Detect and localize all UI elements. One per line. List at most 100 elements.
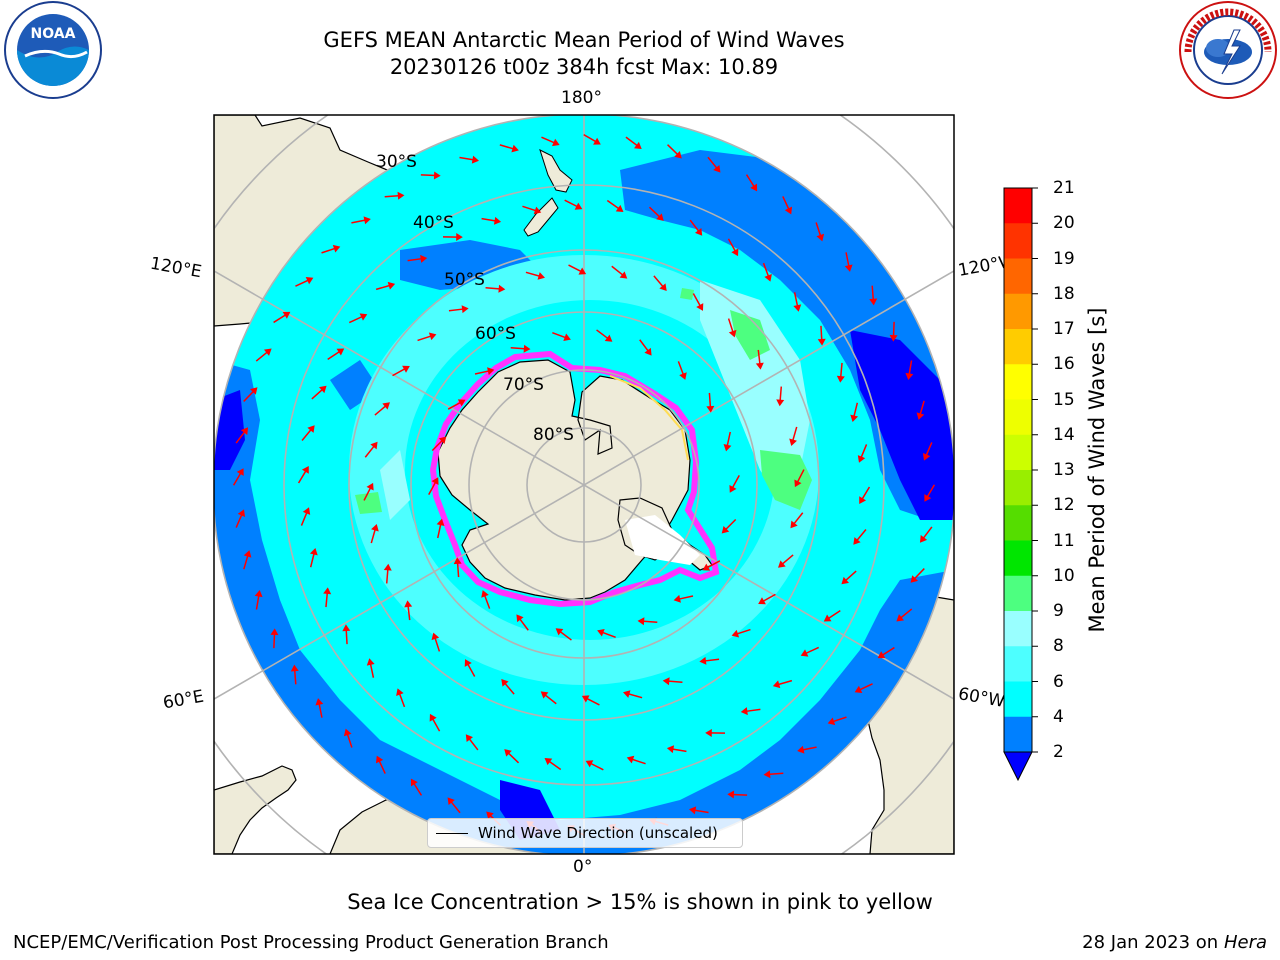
wind-wave-arrow-shaft — [705, 560, 721, 569]
wind-wave-arrow-head — [728, 329, 737, 338]
wind-wave-arrow-head — [402, 365, 410, 373]
wind-wave-arrow-head — [877, 651, 886, 659]
wind-wave-arrow-shaft — [761, 593, 776, 603]
wind-wave-arrow-head — [270, 628, 279, 636]
wind-wave-arrow-shaft — [606, 199, 621, 211]
colorbar-segment — [1004, 258, 1032, 295]
wind-wave-arrow-shaft — [880, 646, 895, 657]
wind-wave-arrow-head — [758, 597, 766, 605]
noaa-logo-icon: NOAA — [4, 1, 102, 99]
wind-wave-arrow-head — [552, 138, 560, 147]
legend-line-icon — [436, 832, 468, 834]
colorbar-segment — [1004, 223, 1032, 259]
wind-wave-arrow-head — [581, 695, 590, 703]
wind-wave-arrow-shaft — [625, 136, 639, 147]
wind-wave-arrow-shaft — [707, 156, 719, 170]
wind-wave-arrow-shaft — [522, 205, 538, 212]
wind-wave-arrow-shaft — [922, 526, 933, 540]
wind-wave-arrow-head — [236, 468, 244, 476]
wind-wave-arrow-shaft — [727, 238, 737, 253]
wind-wave-arrow-head — [371, 524, 379, 532]
wind-wave-arrow-head — [910, 575, 919, 583]
wind-wave-arrow-shaft — [543, 693, 557, 705]
wind-wave-arrow-head — [309, 548, 318, 556]
wind-wave-arrow-shaft — [541, 136, 556, 144]
wind-wave-arrow-shaft — [827, 610, 841, 620]
wind-wave-arrow-shaft — [483, 593, 491, 609]
wind-wave-arrow-head — [498, 284, 506, 293]
colorbar-segment — [1004, 293, 1032, 330]
wind-wave-arrow-shaft — [845, 252, 850, 268]
wind-wave-arrow-shaft — [369, 662, 375, 678]
colorbar-tick-label: 10 — [1053, 565, 1075, 586]
wind-wave-arrow-head — [859, 496, 867, 504]
wind-wave-arrows — [232, 133, 936, 837]
colorbar-segment — [1004, 505, 1032, 541]
wind-wave-arrow-shaft — [925, 442, 933, 457]
wind-wave-arrow-head — [501, 679, 509, 687]
colorbar-tick-label: 21 — [1053, 178, 1075, 198]
wind-wave-arrow-head — [366, 658, 375, 666]
wind-wave-arrow-head — [702, 563, 711, 571]
wind-wave-arrow-head — [706, 405, 715, 413]
wind-wave-arrow-head — [713, 164, 721, 173]
wind-wave-arrow-head — [493, 216, 502, 225]
wind-wave-arrow-head — [729, 485, 737, 493]
figure-title: GEFS MEAN Antarctic Mean Period of Wind … — [323, 28, 845, 52]
footer-organization: NCEP/EMC/Verification Post Processing Pr… — [13, 932, 609, 953]
colorbar-tick-label: 4 — [1053, 706, 1064, 727]
wind-wave-arrow-shaft — [385, 568, 389, 584]
wind-wave-arrow-shaft — [731, 793, 748, 796]
wind-wave-arrow-shaft — [671, 748, 687, 753]
colorbar-segment — [1004, 470, 1032, 506]
wind-wave-arrow-shaft — [767, 772, 784, 776]
wind-wave-arrow-head — [471, 155, 479, 164]
wind-wave-arrow-head — [853, 537, 861, 545]
wind-wave-arrow-head — [323, 587, 332, 595]
colorbar-tick-label: 12 — [1053, 495, 1075, 516]
wind-wave-arrow-shaft — [776, 679, 793, 686]
wind-wave-arrow-head — [889, 334, 898, 342]
wave-period-8-9s — [380, 280, 810, 520]
wind-wave-arrow-shaft — [677, 361, 685, 377]
wind-wave-arrow-head — [511, 144, 519, 153]
wind-wave-arrow-shaft — [431, 439, 444, 452]
colorbar-tick-label: 14 — [1053, 424, 1075, 445]
wind-wave-arrow-head — [604, 334, 613, 342]
wind-wave-arrow-shaft — [449, 800, 461, 814]
colorbar-segment — [1004, 540, 1032, 577]
wind-wave-arrow-shaft — [779, 386, 783, 402]
wind-wave-arrow-head — [375, 755, 384, 764]
wind-wave-arrow-head — [619, 271, 628, 279]
wind-wave-arrow-head — [436, 518, 445, 526]
wind-wave-arrow-head — [305, 276, 314, 285]
wind-wave-arrow-head — [896, 614, 905, 622]
legend-label: Wind Wave Direction (unscaled) — [478, 824, 718, 842]
wind-wave-arrow-shaft — [407, 604, 411, 621]
wind-wave-arrow-head — [772, 680, 781, 689]
wind-wave-arrow-shaft — [481, 217, 497, 222]
wind-wave-arrow-shaft — [327, 350, 341, 360]
colorbar-tick-label: 20 — [1053, 213, 1075, 234]
wind-wave-arrow-head — [776, 399, 785, 407]
wind-wave-arrow-shaft — [547, 759, 562, 771]
wind-wave-arrow-shaft — [735, 628, 751, 636]
wind-wave-arrow-head — [727, 790, 735, 799]
wind-wave-arrow-shaft — [641, 620, 658, 623]
wind-wave-arrow-head — [854, 685, 863, 694]
wind-wave-arrow-shaft — [583, 133, 598, 143]
lat-label-70s: 70°S — [503, 375, 544, 395]
wind-wave-arrow-shaft — [448, 308, 465, 312]
wind-wave-arrow-head — [731, 248, 739, 257]
wind-wave-arrow-shaft — [301, 428, 313, 441]
wind-wave-arrow-shaft — [318, 702, 323, 718]
wind-wave-arrow-head — [487, 367, 495, 376]
wind-wave-arrow-head — [383, 563, 392, 571]
wind-wave-arrow-head — [555, 628, 564, 636]
wind-wave-arrow-shaft — [791, 426, 798, 442]
wind-wave-arrow-head — [689, 806, 697, 815]
wind-wave-arrow-shaft — [300, 511, 309, 526]
wind-wave-arrow-shaft — [311, 388, 324, 400]
wind-wave-arrow-head — [673, 594, 681, 603]
